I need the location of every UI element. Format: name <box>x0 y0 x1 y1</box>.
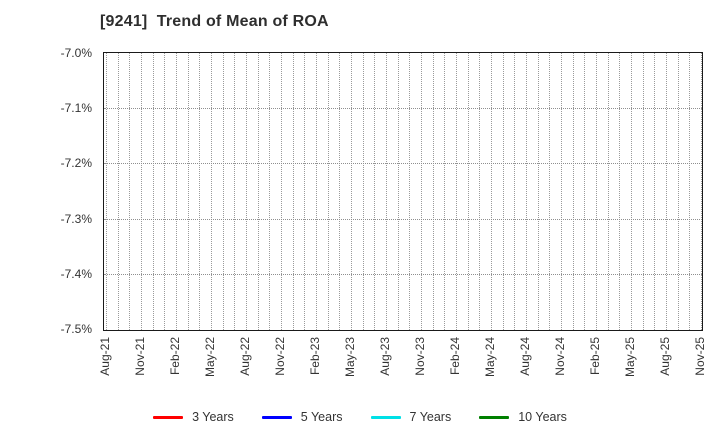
x-tick-label: Nov-23 <box>413 337 427 376</box>
vertical-gridline <box>397 53 399 330</box>
vertical-gridline <box>176 53 177 330</box>
vertical-gridline <box>584 53 586 330</box>
vertical-gridline <box>409 53 411 330</box>
vertical-gridline <box>642 53 644 330</box>
vertical-gridline <box>362 53 364 330</box>
vertical-gridline <box>549 53 551 330</box>
legend: 3 Years 5 Years 7 Years 10 Years <box>0 406 720 428</box>
x-tick-label: May-24 <box>483 337 497 378</box>
x-tick-label: Nov-25 <box>693 337 707 376</box>
vertical-gridline <box>421 53 422 330</box>
legend-label: 3 Years <box>192 410 234 424</box>
legend-label: 5 Years <box>300 410 343 424</box>
legend-line-swatch <box>479 415 510 419</box>
x-tick-label: Aug-23 <box>378 337 392 376</box>
vertical-gridline <box>502 53 504 330</box>
x-tick-label: Feb-22 <box>168 337 182 376</box>
horizontal-gridline <box>104 218 702 220</box>
legend-item-7-years: 7 Years <box>370 410 452 424</box>
vertical-gridline <box>677 53 679 330</box>
vertical-gridline <box>607 53 609 330</box>
vertical-gridline <box>701 53 702 330</box>
chart-title: [9241] Trend of Mean of ROA <box>100 13 329 30</box>
vertical-gridline <box>619 53 621 330</box>
legend-line-swatch <box>370 415 401 419</box>
vertical-gridline <box>234 53 236 330</box>
vertical-gridline <box>479 53 481 330</box>
vertical-gridline <box>444 53 446 330</box>
y-tick-label: -7.0% <box>60 46 92 60</box>
vertical-gridline <box>117 53 119 330</box>
vertical-gridline <box>164 53 166 330</box>
horizontal-gridline <box>104 273 702 275</box>
vertical-gridline <box>246 53 247 330</box>
vertical-gridline <box>666 53 667 330</box>
vertical-gridline <box>152 53 154 330</box>
legend-label: 10 Years <box>518 410 567 424</box>
vertical-gridline <box>467 53 469 330</box>
vertical-gridline <box>257 53 259 330</box>
x-tick-label: Aug-25 <box>658 337 672 376</box>
vertical-gridline <box>631 53 632 330</box>
x-tick-label: Aug-24 <box>518 337 532 376</box>
x-tick-label: May-23 <box>343 337 357 378</box>
vertical-gridline <box>141 53 142 330</box>
y-tick-label: -7.4% <box>60 266 92 281</box>
x-tick-label: Aug-22 <box>238 337 252 376</box>
x-tick-label: May-22 <box>203 337 217 378</box>
vertical-gridline <box>222 53 224 330</box>
x-tick-label: Aug-21 <box>98 337 112 376</box>
vertical-gridline <box>386 53 387 330</box>
y-tick-label: -7.1% <box>60 101 92 116</box>
plot-area <box>103 52 703 331</box>
vertical-gridline <box>339 53 341 330</box>
vertical-gridline <box>432 53 434 330</box>
legend-item-10-years: 10 Years <box>479 410 567 424</box>
x-tick-label: Nov-24 <box>553 337 567 376</box>
vertical-gridline <box>327 53 329 330</box>
vertical-gridline <box>572 53 574 330</box>
vertical-gridline <box>304 53 306 330</box>
y-tick-label: -7.5% <box>60 322 92 336</box>
vertical-gridline <box>281 53 282 330</box>
legend-line-swatch <box>261 415 292 419</box>
y-tick-label: -7.3% <box>60 211 92 226</box>
horizontal-gridline <box>104 163 702 165</box>
legend-item-3-years: 3 Years <box>153 410 234 424</box>
x-tick-label: May-25 <box>623 337 637 378</box>
vertical-gridline <box>187 53 189 330</box>
vertical-gridline <box>526 53 527 330</box>
legend-label: 7 Years <box>409 410 452 424</box>
vertical-gridline <box>654 53 656 330</box>
vertical-gridline <box>456 53 457 330</box>
vertical-gridline <box>689 53 691 330</box>
legend-item-5-years: 5 Years <box>261 410 343 424</box>
vertical-gridline <box>561 53 562 330</box>
vertical-gridline <box>537 53 539 330</box>
horizontal-gridline <box>104 108 702 110</box>
vertical-gridline <box>374 53 376 330</box>
vertical-gridline <box>596 53 597 330</box>
vertical-gridline <box>269 53 271 330</box>
vertical-gridline <box>514 53 516 330</box>
vertical-gridline <box>351 53 352 330</box>
legend-line-swatch <box>153 415 184 419</box>
x-tick-label: Nov-22 <box>273 337 287 376</box>
vertical-gridline <box>292 53 294 330</box>
x-tick-label: Feb-23 <box>308 337 322 376</box>
y-tick-label: -7.2% <box>60 156 92 171</box>
vertical-gridline <box>211 53 212 330</box>
x-tick-label: Feb-24 <box>448 337 462 376</box>
vertical-gridline <box>106 53 107 330</box>
vertical-gridline <box>129 53 131 330</box>
vertical-gridline <box>316 53 317 330</box>
x-tick-label: Feb-25 <box>588 337 602 376</box>
x-tick-label: Nov-21 <box>133 337 147 376</box>
vertical-gridline <box>199 53 201 330</box>
vertical-gridline <box>491 53 492 330</box>
